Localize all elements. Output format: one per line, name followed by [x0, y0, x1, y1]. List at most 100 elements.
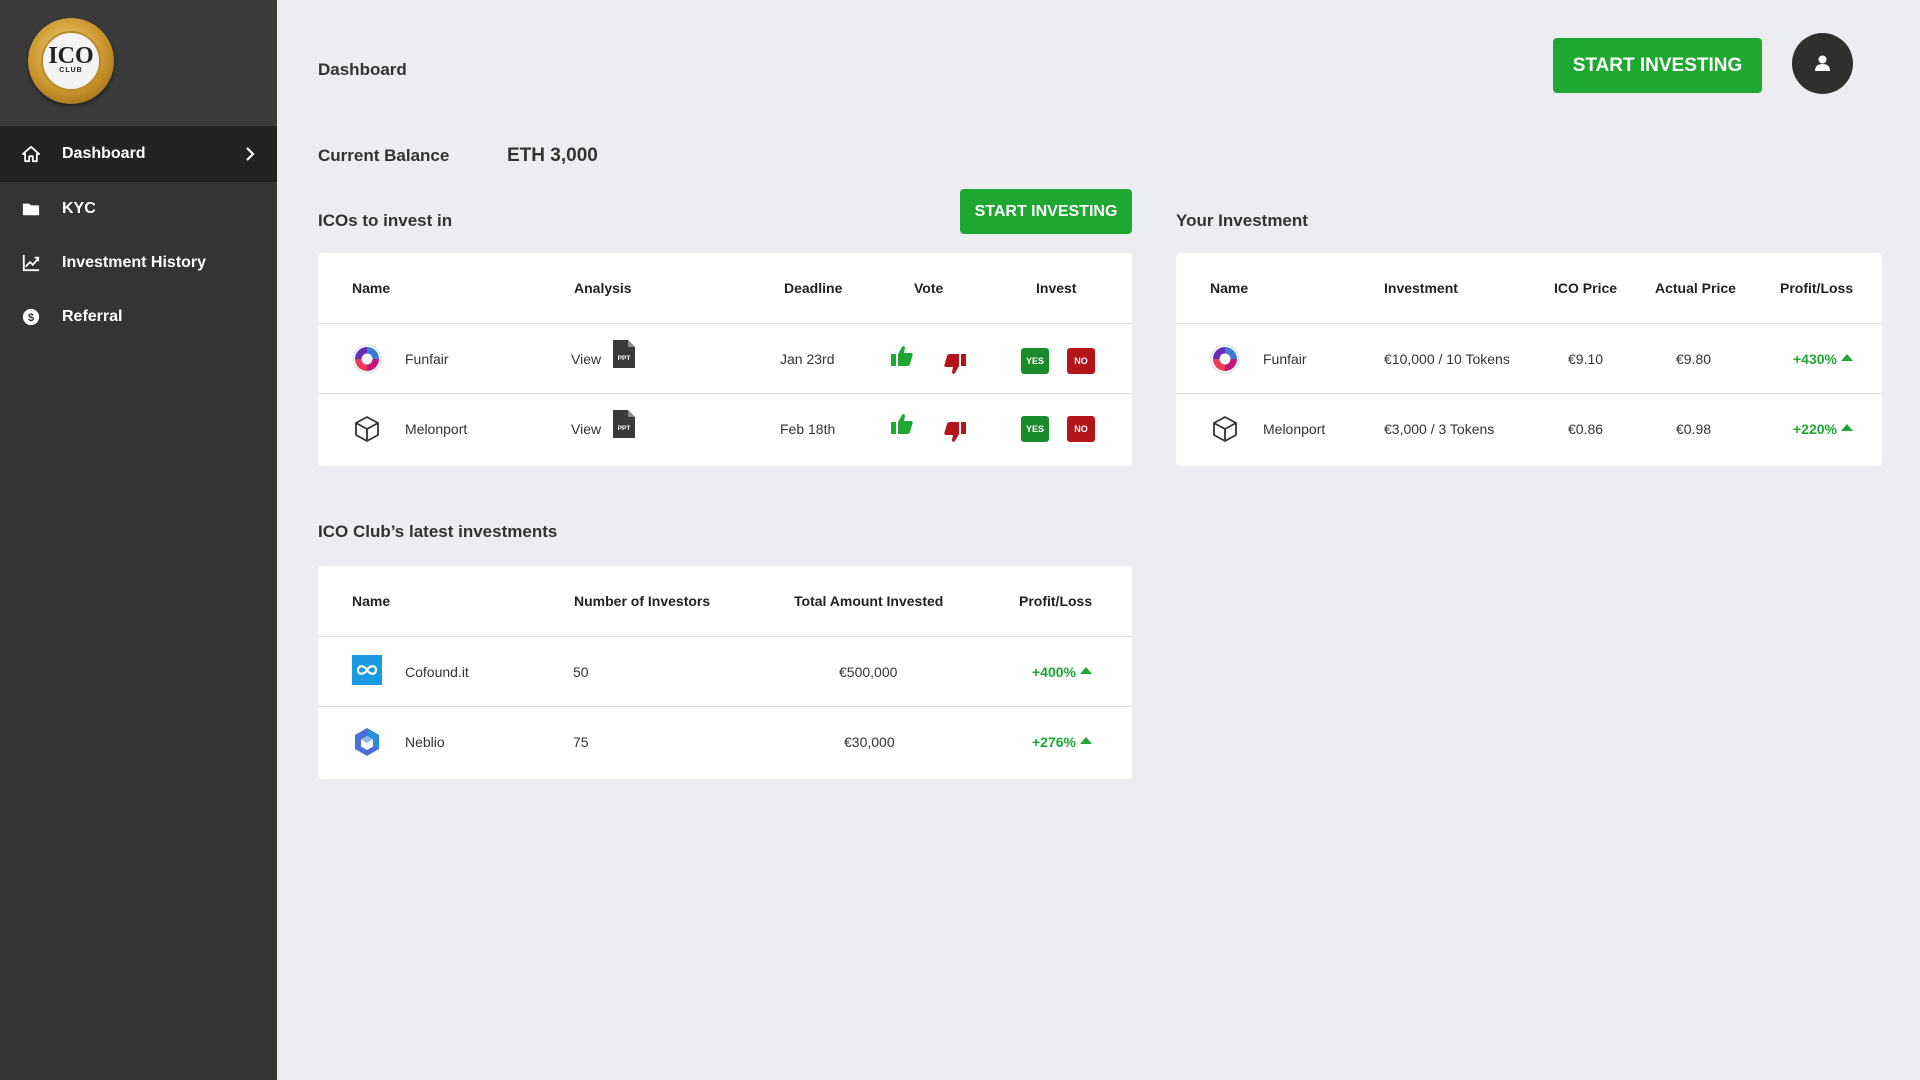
sidebar: ICO CLUB Dashboard KYC Investment Histor… [0, 0, 277, 1080]
table-row[interactable]: Neblio 75 €30,000 +276% [318, 707, 1132, 777]
view-analysis-link[interactable]: View [571, 351, 602, 367]
investment-amount: €3,000 / 3 Tokens [1384, 421, 1495, 437]
melonport-cube-icon [355, 416, 379, 442]
actual-price: €0.98 [1676, 421, 1712, 437]
ico-price: €0.86 [1568, 421, 1604, 437]
up-arrow-icon [1840, 424, 1853, 431]
table-header: Name Number of Investors Total Amount In… [318, 566, 1132, 637]
line-chart-icon [22, 254, 40, 272]
thumbs-up-icon[interactable] [890, 344, 914, 368]
ico-club-logo[interactable]: ICO CLUB [28, 18, 114, 104]
table-row[interactable]: Funfair €10,000 / 10 Tokens €9.10 €9.80 … [1176, 324, 1882, 394]
melonport-cube-icon [1213, 416, 1237, 442]
balance-label: Current Balance [318, 146, 450, 165]
thumbs-down-icon[interactable] [943, 420, 967, 444]
view-analysis-link[interactable]: View [571, 421, 602, 437]
thumbs-up-icon[interactable] [890, 412, 914, 436]
column-header: Total Amount Invested [794, 593, 944, 609]
sidebar-item-label: Referral [62, 308, 123, 325]
sidebar-item-dashboard[interactable]: Dashboard [0, 126, 277, 182]
table-row[interactable]: Melonport View PPT Feb 18th YES NO [318, 394, 1132, 464]
profit-loss: +430% [1793, 324, 1853, 394]
up-arrow-icon [1079, 667, 1092, 674]
table-header: Name Investment ICO Price Actual Price P… [1176, 253, 1882, 324]
column-header: Analysis [574, 280, 632, 296]
club-investments-title: ICO Club’s latest investments [318, 522, 558, 541]
column-header: Invest [1036, 280, 1077, 296]
column-header: Investment [1384, 280, 1458, 296]
your-investment-title: Your Investment [1176, 211, 1308, 230]
invest-no-button[interactable]: NO [1067, 348, 1095, 374]
sidebar-item-label: KYC [62, 200, 96, 217]
ppt-document-icon[interactable]: PPT [613, 410, 635, 438]
icos-table: Name Analysis Deadline Vote Invest Funfa… [318, 253, 1132, 466]
actual-price: €9.80 [1676, 351, 1712, 367]
table-row[interactable]: Funfair View PPT Jan 23rd YES NO [318, 324, 1132, 394]
column-header: ICO Price [1554, 280, 1618, 296]
investor-count: 75 [573, 734, 589, 750]
column-header: Name [1210, 280, 1249, 296]
balance-value: ETH 3,000 [507, 145, 598, 166]
cofound-logo-icon [352, 655, 382, 685]
neblio-logo-icon [355, 728, 379, 756]
thumbs-down-icon[interactable] [943, 352, 967, 376]
user-icon [1815, 55, 1830, 71]
sidebar-item-label: Investment History [62, 254, 207, 271]
funfair-logo-icon [1210, 344, 1240, 374]
svg-text:$: $ [28, 312, 34, 324]
up-arrow-icon [1079, 737, 1092, 744]
your-investment-table: Name Investment ICO Price Actual Price P… [1176, 253, 1882, 466]
home-icon [22, 145, 40, 163]
sidebar-item-referral[interactable]: $ Referral [0, 290, 277, 344]
logo-text: ICO [48, 43, 94, 69]
table-header: Name Analysis Deadline Vote Invest [318, 253, 1132, 324]
column-header: Vote [914, 280, 944, 296]
deadline: Jan 23rd [780, 351, 835, 367]
coin-name: Melonport [405, 421, 468, 437]
logo-subtext: CLUB [59, 67, 83, 74]
profit-loss: +220% [1793, 394, 1853, 464]
sidebar-item-investment-history[interactable]: Investment History [0, 236, 277, 290]
total-invested: €500,000 [839, 664, 898, 680]
investor-count: 50 [573, 664, 589, 680]
table-row[interactable]: Melonport €3,000 / 3 Tokens €0.86 €0.98 … [1176, 394, 1882, 464]
dollar-circle-icon: $ [22, 308, 40, 326]
page-title: Dashboard [318, 60, 407, 79]
profit-loss: +276% [1032, 707, 1092, 777]
sidebar-item-kyc[interactable]: KYC [0, 182, 277, 236]
sidebar-nav: Dashboard KYC Investment History $ Refer… [0, 126, 277, 344]
invest-yes-button[interactable]: YES [1021, 416, 1049, 442]
coin-name: Funfair [1263, 351, 1307, 367]
column-header: Number of Investors [574, 593, 711, 609]
coin-name: Melonport [1263, 421, 1326, 437]
avatar[interactable] [1792, 33, 1853, 94]
ico-price: €9.10 [1568, 351, 1604, 367]
profit-loss: +400% [1032, 637, 1092, 707]
sidebar-item-label: Dashboard [62, 145, 146, 162]
logo-inner: ICO CLUB [41, 31, 101, 91]
coin-name: Neblio [405, 734, 445, 750]
column-header: Actual Price [1655, 280, 1736, 296]
funfair-logo-icon [352, 344, 382, 374]
doc-badge: PPT [618, 355, 631, 362]
column-header: Deadline [784, 280, 843, 296]
column-header: Name [352, 593, 391, 609]
logo-area: ICO CLUB [0, 0, 277, 126]
start-investing-small-button[interactable]: START INVESTING [960, 189, 1132, 234]
folder-icon [22, 203, 40, 216]
column-header: Profit/Loss [1780, 280, 1854, 296]
chevron-right-icon [246, 147, 255, 161]
ppt-document-icon[interactable]: PPT [613, 340, 635, 368]
total-invested: €30,000 [844, 734, 895, 750]
coin-name: Funfair [405, 351, 449, 367]
table-row[interactable]: Cofound.it 50 €500,000 +400% [318, 637, 1132, 707]
start-investing-button[interactable]: START INVESTING [1553, 38, 1762, 93]
column-header: Profit/Loss [1019, 593, 1093, 609]
invest-no-button[interactable]: NO [1067, 416, 1095, 442]
column-header: Name [352, 280, 391, 296]
club-investments-table: Name Number of Investors Total Amount In… [318, 566, 1132, 779]
invest-yes-button[interactable]: YES [1021, 348, 1049, 374]
icos-section-title: ICOs to invest in [318, 211, 453, 230]
coin-name: Cofound.it [405, 664, 469, 680]
up-arrow-icon [1840, 354, 1853, 361]
